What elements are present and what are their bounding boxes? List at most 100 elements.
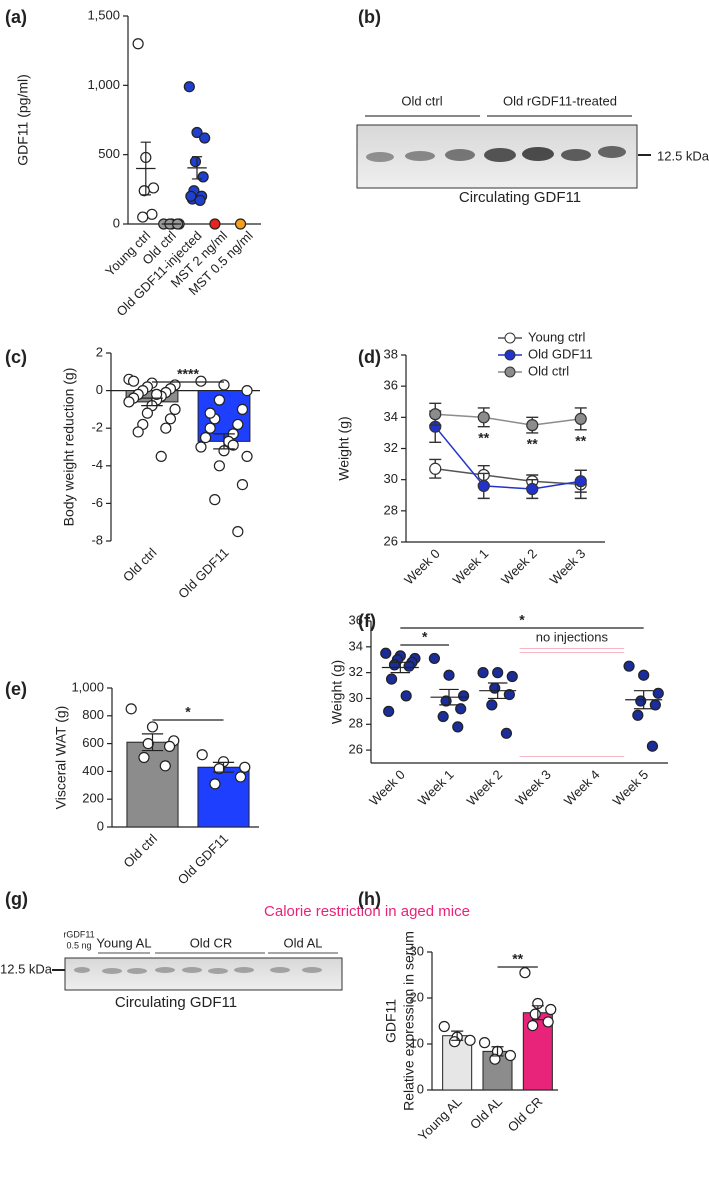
x-tick-label: Week 2: [498, 546, 540, 588]
bar: [126, 741, 179, 828]
error-bar: [141, 397, 163, 407]
y-tick-label: 28: [349, 716, 363, 731]
data-point: [151, 388, 163, 400]
data-point: [527, 1019, 539, 1032]
data-point: [503, 688, 515, 701]
y-tick-label: 0: [97, 818, 104, 833]
data-point: [194, 194, 206, 207]
blot-image: [64, 957, 343, 991]
data-point: [506, 670, 518, 683]
y-axis-label: Visceral WAT (g): [53, 706, 69, 810]
y-tick-label: 30: [410, 943, 424, 958]
marker: [429, 462, 442, 475]
data-point: [529, 1008, 541, 1020]
error-bar: [213, 433, 235, 450]
data-point: [438, 1020, 450, 1033]
y-axis-label: Weight (g): [329, 660, 345, 724]
data-point: [383, 705, 395, 717]
x-tick-label: Old ctrl: [120, 545, 160, 585]
standard-label: 0.5 ng: [66, 940, 91, 950]
data-point: [545, 1003, 557, 1016]
data-point: [209, 494, 221, 506]
marker-label: 12.5 kDa: [657, 148, 709, 163]
data-point: [164, 413, 177, 425]
group-label: Old AL: [283, 935, 322, 950]
legend-label: Old GDF11: [528, 346, 593, 361]
data-point: [199, 132, 211, 144]
data-point: [195, 441, 207, 453]
data-point: [138, 185, 150, 197]
data-point: [428, 652, 440, 665]
error-bar: [141, 733, 164, 752]
panel-label: (b): [358, 7, 381, 27]
annotation: **: [527, 436, 538, 452]
data-point: [234, 771, 247, 783]
x-tick-label: Week 1: [450, 546, 492, 588]
panel-label: (h): [358, 889, 381, 909]
data-point: [127, 375, 140, 387]
y-tick-label: -8: [91, 532, 103, 547]
data-point: [448, 1036, 461, 1048]
chart: (h) 0 10 20 30 GDF11 Relative expression in se…: [358, 889, 558, 1144]
x-tick-label: Week 3: [512, 767, 554, 809]
data-point: [147, 182, 160, 194]
panel-label: (a): [5, 7, 27, 27]
error-bar: [491, 1046, 504, 1057]
chart: (c) -8 -6 -4 -2 0 2 Body weight reduction (g) Ol…: [5, 344, 260, 601]
data-point: [478, 1037, 491, 1049]
annotation: **: [478, 429, 489, 445]
data-point: [241, 450, 253, 462]
data-point: [632, 709, 644, 721]
data-point: [652, 687, 664, 699]
data-point: [146, 721, 159, 733]
x-tick-label: Week 5: [610, 767, 652, 809]
error-bar: [531, 1005, 544, 1021]
data-point: [455, 703, 467, 715]
significance-label: ****: [177, 366, 199, 382]
data-point: [227, 439, 239, 451]
data-point: [400, 690, 412, 702]
data-point: [380, 647, 392, 659]
group-label: Old rGDF11-treated: [503, 93, 617, 108]
series-line: [434, 426, 581, 490]
x-tick-label: Week 0: [366, 767, 408, 809]
x-tick-label: Week 2: [464, 767, 506, 809]
y-axis-label: Weight (g): [336, 416, 352, 480]
data-point: [159, 760, 171, 772]
data-point: [204, 407, 216, 419]
y-tick-label: 0: [113, 215, 120, 230]
y-tick-label: 0: [96, 382, 103, 397]
x-tick-label: Old GDF11: [175, 831, 231, 887]
data-point: [489, 1053, 501, 1065]
y-tick-label: 1,000: [71, 679, 104, 694]
annotation: no injections: [536, 629, 609, 644]
significance-label: *: [422, 629, 428, 645]
y-tick-label: 800: [82, 707, 104, 722]
y-tick-label: 600: [82, 735, 104, 750]
data-point: [241, 385, 253, 397]
hatch: [519, 648, 625, 655]
data-point: [388, 659, 401, 671]
y-tick-label: -2: [91, 420, 103, 435]
data-point: [146, 208, 158, 220]
data-point: [638, 669, 650, 681]
panel-label: (g): [5, 889, 28, 909]
legend-label: Young ctrl: [528, 329, 585, 344]
series-line: [435, 413, 581, 426]
y-tick-label: 38: [384, 346, 398, 361]
x-tick-label: Week 4: [561, 767, 603, 809]
error-bar: [212, 761, 235, 773]
y-axis-label: GDF11 (pg/ml): [15, 74, 31, 166]
y-tick-label: 200: [82, 791, 104, 806]
data-point: [125, 703, 137, 715]
y-tick-label: -6: [91, 495, 103, 510]
data-point: [443, 669, 455, 681]
data-point: [163, 740, 176, 752]
data-point: [236, 403, 249, 415]
y-tick-label: 10: [410, 1035, 424, 1050]
data-point: [160, 422, 172, 434]
marker: [574, 412, 587, 425]
y-axis-label: Body weight reduction (g): [61, 368, 77, 527]
